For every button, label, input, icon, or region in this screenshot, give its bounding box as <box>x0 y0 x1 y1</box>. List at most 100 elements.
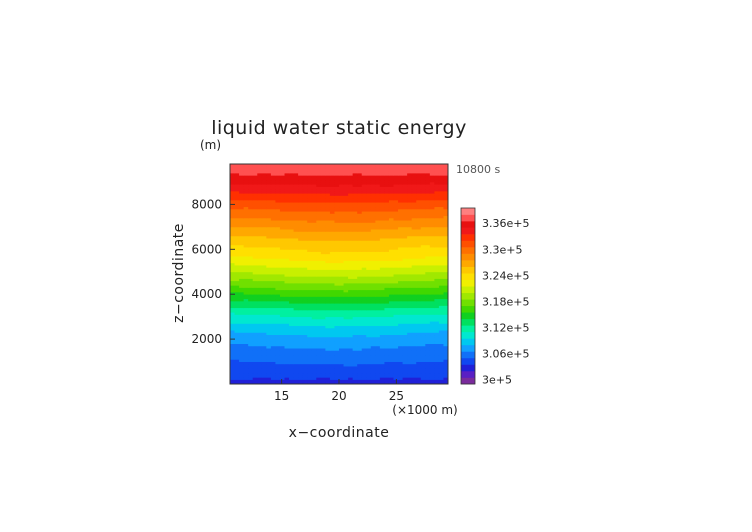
heatmap-cell <box>320 291 326 295</box>
heatmap-cell <box>379 181 385 185</box>
heatmap-cell <box>234 188 240 192</box>
heatmap-cell <box>352 370 358 374</box>
heatmap-cell <box>407 267 413 270</box>
heatmap-cell <box>357 172 363 176</box>
heatmap-cell <box>239 166 245 169</box>
heatmap-cell <box>284 262 290 266</box>
heatmap-cell <box>302 352 308 356</box>
heatmap-cell <box>257 325 263 329</box>
heatmap-cell <box>248 294 254 297</box>
heatmap-cell <box>243 285 249 288</box>
heatmap-cell <box>248 361 254 365</box>
heatmap-cell <box>388 379 394 383</box>
heatmap-cell <box>279 309 285 313</box>
heatmap-cell <box>311 269 317 273</box>
heatmap-cell <box>352 217 358 221</box>
heatmap-cell <box>279 357 285 360</box>
heatmap-cell <box>302 379 308 383</box>
heatmap-cell <box>279 343 285 347</box>
heatmap-cell <box>398 184 403 187</box>
heatmap-cell <box>266 217 272 221</box>
heatmap-cell <box>266 226 272 230</box>
heatmap-cell <box>284 235 290 239</box>
heatmap-cell <box>361 224 367 228</box>
heatmap-cell <box>239 177 245 181</box>
heatmap-cell <box>289 289 294 293</box>
heatmap-cell <box>320 258 326 261</box>
heatmap-cell <box>411 202 417 205</box>
heatmap-cell <box>348 258 354 261</box>
heatmap-cell <box>425 276 431 279</box>
heatmap-cell <box>348 377 354 380</box>
heatmap-cell <box>243 260 249 264</box>
heatmap-cell <box>261 327 267 331</box>
heatmap-cell <box>266 312 272 315</box>
heatmap-cell <box>425 260 431 264</box>
heatmap-cell <box>261 186 267 190</box>
heatmap-cell <box>348 247 354 250</box>
heatmap-cell <box>443 238 449 241</box>
heatmap-cell <box>320 289 326 293</box>
heatmap-cell <box>366 193 372 196</box>
heatmap-cell <box>270 260 276 264</box>
heatmap-cell <box>289 372 294 376</box>
heatmap-cell <box>261 242 267 246</box>
heatmap-cell <box>307 197 313 201</box>
heatmap-cell <box>239 296 245 300</box>
heatmap-cell <box>239 345 245 349</box>
heatmap-cell <box>443 343 449 347</box>
heatmap-cell <box>329 350 335 353</box>
heatmap-cell <box>366 164 372 167</box>
heatmap-cell <box>257 170 263 174</box>
heatmap-cell <box>388 188 394 192</box>
heatmap-cell <box>307 226 313 230</box>
heatmap-cell <box>302 258 308 261</box>
heatmap-cell <box>388 256 394 259</box>
heatmap-cell <box>343 303 349 306</box>
heatmap-cell <box>311 177 317 181</box>
heatmap-cell <box>284 215 290 219</box>
heatmap-cell <box>307 253 313 257</box>
heatmap-cell <box>370 206 376 210</box>
heatmap-cell <box>407 343 413 347</box>
heatmap-cell <box>366 366 372 369</box>
heatmap-cell <box>329 368 335 371</box>
heatmap-cell <box>243 164 249 167</box>
heatmap-cell <box>411 269 417 273</box>
heatmap-cell <box>343 195 349 199</box>
heatmap-cell <box>298 325 304 329</box>
heatmap-cell <box>429 303 435 306</box>
heatmap-cell <box>366 282 372 286</box>
heatmap-cell <box>398 181 403 185</box>
heatmap-cell <box>257 197 263 201</box>
heatmap-cell <box>379 193 385 196</box>
heatmap-cell <box>411 208 417 212</box>
heatmap-cell <box>311 235 317 239</box>
heatmap-cell <box>270 352 276 356</box>
heatmap-cell <box>434 249 440 252</box>
heatmap-cell <box>248 226 254 230</box>
heatmap-cell <box>343 359 349 362</box>
heatmap-cell <box>279 312 285 315</box>
heatmap-cell <box>329 321 335 324</box>
heatmap-cell <box>420 370 426 374</box>
heatmap-cell <box>266 208 272 212</box>
heatmap-cell <box>379 282 385 286</box>
heatmap-cell <box>252 233 258 237</box>
heatmap-cell <box>398 314 403 318</box>
heatmap-cell <box>407 282 413 286</box>
heatmap-cell <box>375 229 381 232</box>
heatmap-cell <box>357 224 363 228</box>
heatmap-cell <box>339 318 344 322</box>
heatmap-cell <box>325 318 331 322</box>
heatmap-cell <box>302 280 308 284</box>
heatmap-cell <box>361 307 367 311</box>
heatmap-cell <box>248 330 254 333</box>
heatmap-cell <box>275 291 281 295</box>
heatmap-cell <box>325 294 331 297</box>
heatmap-cell <box>275 222 281 226</box>
heatmap-cell <box>298 204 304 208</box>
heatmap-cell <box>239 242 245 246</box>
heatmap-cell <box>420 177 426 181</box>
heatmap-cell <box>311 303 317 306</box>
